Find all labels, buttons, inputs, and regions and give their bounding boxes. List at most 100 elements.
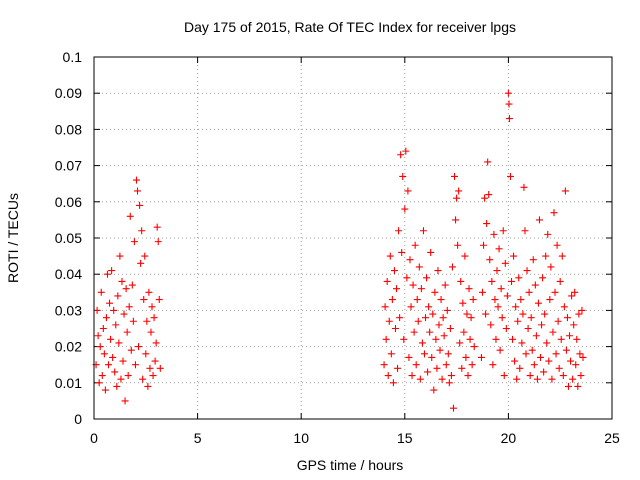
data-point	[458, 364, 466, 372]
data-point	[469, 296, 477, 304]
data-point	[153, 223, 161, 231]
data-point	[515, 274, 523, 282]
data-point	[516, 364, 524, 372]
data-point	[499, 227, 507, 235]
data-point	[461, 252, 469, 260]
data-point	[96, 343, 104, 351]
x-tick-label: 25	[604, 430, 620, 446]
data-point	[527, 314, 535, 322]
data-point	[555, 364, 563, 372]
data-point	[140, 296, 148, 304]
data-point	[142, 350, 150, 358]
ticks-layer: 0 5 10 15 20 25 0 0.01 0.02 0.03 0.04 0.05 0.06 0.07 0…	[55, 49, 620, 446]
data-point	[413, 296, 421, 304]
data-point	[385, 317, 393, 325]
y-tick-label: 0.09	[55, 85, 82, 101]
data-point	[564, 382, 572, 390]
data-point	[571, 288, 579, 296]
data-point	[529, 256, 537, 264]
data-point	[549, 328, 557, 336]
data-point	[533, 375, 541, 383]
data-point	[559, 372, 567, 380]
data-point	[556, 277, 564, 285]
data-point	[437, 296, 445, 304]
data-point	[497, 285, 505, 293]
data-point	[154, 238, 162, 246]
data-point	[511, 357, 519, 365]
data-point	[454, 241, 462, 249]
data-point	[380, 361, 388, 369]
data-point	[462, 353, 470, 361]
data-point	[129, 317, 137, 325]
data-point	[567, 357, 575, 365]
data-point	[124, 372, 132, 380]
data-point	[480, 241, 488, 249]
data-point	[562, 346, 570, 354]
data-point	[554, 317, 562, 325]
data-point	[412, 361, 420, 369]
data-point	[455, 187, 463, 195]
data-point	[537, 353, 545, 361]
data-point	[135, 343, 143, 351]
data-point	[547, 263, 555, 271]
data-point	[393, 285, 401, 293]
data-point	[116, 252, 124, 260]
data-point	[568, 292, 576, 300]
data-point	[513, 375, 521, 383]
data-point	[447, 372, 455, 380]
data-point	[113, 382, 121, 390]
data-point	[384, 372, 392, 380]
data-point	[439, 314, 447, 322]
data-point	[578, 306, 586, 314]
data-point	[576, 350, 584, 358]
data-point	[477, 353, 485, 361]
data-point	[532, 332, 540, 340]
data-point	[453, 194, 461, 202]
x-axis-title: GPS time / hours	[297, 457, 404, 473]
data-point	[488, 277, 496, 285]
data-point	[422, 314, 430, 322]
data-point	[528, 346, 536, 354]
data-point	[500, 372, 508, 380]
data-point	[389, 379, 397, 387]
data-point	[405, 353, 413, 361]
data-point	[464, 372, 472, 380]
x-tick-label: 0	[90, 430, 98, 446]
data-point	[493, 267, 501, 275]
data-point	[525, 288, 533, 296]
data-point	[534, 299, 542, 307]
data-point	[386, 252, 394, 260]
data-point	[538, 321, 546, 329]
data-points-layer	[92, 89, 587, 412]
data-point	[106, 299, 114, 307]
data-point	[505, 100, 513, 108]
data-point	[149, 372, 157, 380]
data-point	[520, 183, 528, 191]
data-point	[128, 281, 136, 289]
data-point	[442, 361, 450, 369]
data-point	[156, 364, 164, 372]
data-point	[551, 288, 559, 296]
data-point	[503, 292, 511, 300]
data-point	[391, 325, 399, 332]
data-point	[514, 317, 522, 325]
data-point	[415, 263, 423, 271]
data-point	[484, 158, 492, 166]
data-point	[449, 404, 457, 412]
data-point	[101, 386, 109, 394]
data-point	[414, 317, 422, 325]
y-tick-label: 0.08	[55, 121, 82, 137]
data-point	[487, 321, 495, 329]
data-point	[548, 375, 556, 383]
data-point	[400, 335, 408, 343]
data-point	[441, 281, 449, 289]
data-point	[545, 357, 553, 365]
data-point	[151, 357, 159, 365]
y-tick-label: 0	[74, 411, 82, 427]
data-point	[411, 241, 419, 249]
data-point	[120, 310, 128, 318]
data-point	[399, 172, 407, 180]
data-point	[103, 270, 111, 278]
data-point	[404, 187, 412, 195]
data-point	[504, 89, 512, 97]
